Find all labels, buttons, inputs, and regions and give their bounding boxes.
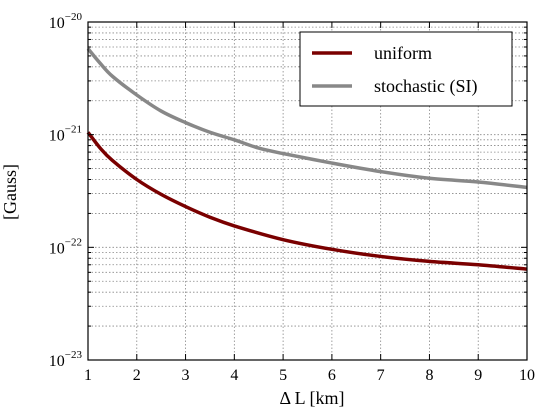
x-axis-label: Δ L [km]	[280, 388, 345, 408]
x-tick-label: 7	[377, 367, 385, 384]
legend-label-uniform: uniform	[374, 43, 432, 63]
x-tick-label: 1	[84, 367, 92, 384]
x-tick-label: 2	[133, 367, 141, 384]
series-layer	[86, 47, 528, 271]
y-tick-label: 10−20	[49, 11, 83, 32]
series-line-uniform	[86, 131, 528, 271]
legend-label-stochastic: stochastic (SI)	[374, 76, 477, 97]
legend-box	[299, 31, 513, 107]
x-tick-label: 6	[328, 367, 336, 384]
y-axis-label: [Gauss]	[0, 164, 20, 220]
ticks	[87, 22, 528, 361]
y-tick-label: 10−21	[49, 124, 82, 145]
plot-frame	[87, 21, 528, 361]
series-line-stochastic	[86, 47, 528, 190]
x-tick-label: 5	[279, 367, 287, 384]
legend: uniform stochastic (SI)	[299, 31, 513, 107]
x-tick-label: 9	[474, 367, 482, 384]
x-tick-label: 10	[519, 367, 535, 384]
x-tick-label: 4	[230, 367, 238, 384]
tick-labels: 1 2 3 4 5 6 7 8 9 10 10−23 10−22 10−21 10−20	[49, 11, 535, 384]
x-tick-label: 3	[182, 367, 190, 384]
y-tick-label: 10−23	[49, 349, 83, 370]
x-tick-label: 8	[425, 367, 433, 384]
y-tick-label: 10−22	[49, 236, 82, 257]
